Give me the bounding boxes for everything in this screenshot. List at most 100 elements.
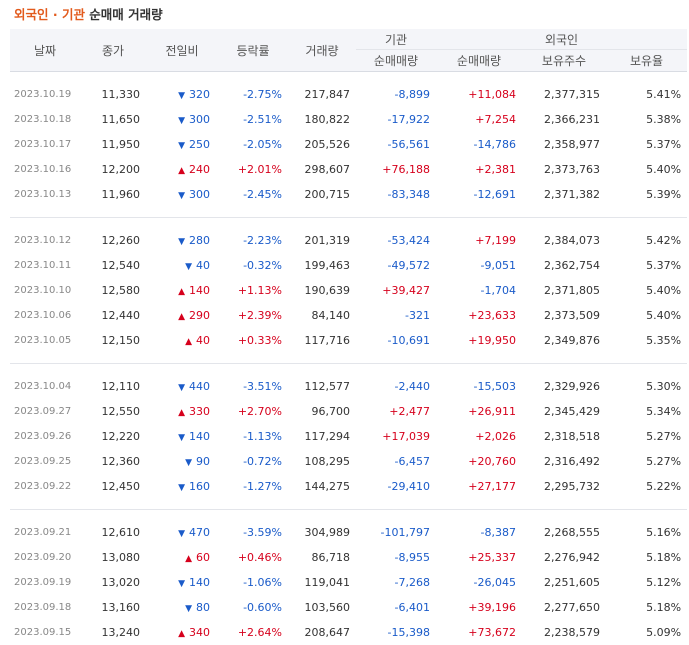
group-divider	[10, 353, 687, 364]
cell-date: 2023.10.19	[10, 82, 80, 107]
up-triangle-icon: ▲	[178, 312, 185, 322]
header-holding: 보유주수	[522, 50, 606, 72]
cell-price: 11,330	[80, 82, 146, 107]
cell-diff: ▼ 300	[146, 107, 218, 132]
cell-price: 12,580	[80, 278, 146, 303]
diff-value: 320	[189, 88, 210, 101]
cell-diff: ▲40	[146, 328, 218, 353]
cell-volume: 117,716	[288, 328, 356, 353]
spacer-cell	[10, 510, 687, 521]
cell-price: 11,950	[80, 132, 146, 157]
up-triangle-icon: ▲	[178, 408, 185, 418]
cell-date: 2023.10.17	[10, 132, 80, 157]
cell-inst-net: -49,572	[356, 253, 436, 278]
cell-date: 2023.09.21	[10, 520, 80, 545]
header-foreign: 외국인	[436, 29, 687, 50]
cell-diff: ▼80	[146, 595, 218, 620]
header-rate: 등락률	[218, 29, 288, 72]
header-inst-net: 순매매량	[356, 50, 436, 72]
cell-volume: 298,607	[288, 157, 356, 182]
cell-rate: -0.32%	[218, 253, 288, 278]
cell-diff: ▼140	[146, 570, 218, 595]
investor-trading-table: 날짜 종가 전일비 등락률 거래량 기관 외국인 순매매량 순매매량 보유주수 …	[10, 29, 687, 645]
diff-value: 90	[196, 455, 210, 468]
cell-ratio: 5.40%	[606, 278, 687, 303]
cell-price: 11,960	[80, 182, 146, 207]
down-triangle-icon: ▼	[178, 433, 185, 443]
header-volume: 거래량	[288, 29, 356, 72]
diff-value: 290	[189, 309, 210, 322]
down-triangle-icon: ▼	[185, 262, 192, 272]
down-triangle-icon: ▼	[178, 237, 185, 247]
cell-ratio: 5.22%	[606, 474, 687, 499]
spacer-cell	[10, 218, 687, 229]
cell-inst-net: +17,039	[356, 424, 436, 449]
cell-price: 12,550	[80, 399, 146, 424]
cell-diff: ▼ 40	[146, 253, 218, 278]
cell-rate: -1.27%	[218, 474, 288, 499]
cell-foreign-net: +19,950	[436, 328, 522, 353]
cell-holding: 2,277,650	[522, 595, 606, 620]
cell-diff: ▼470	[146, 520, 218, 545]
cell-ratio: 5.38%	[606, 107, 687, 132]
cell-volume: 205,526	[288, 132, 356, 157]
cell-rate: +1.13%	[218, 278, 288, 303]
down-triangle-icon: ▼	[178, 579, 185, 589]
diff-value: 280	[189, 234, 210, 247]
cell-date: 2023.09.22	[10, 474, 80, 499]
down-triangle-icon: ▼	[178, 141, 185, 151]
group-divider	[10, 207, 687, 218]
down-triangle-icon: ▼	[178, 91, 185, 101]
diff-value: 250	[189, 138, 210, 151]
cell-ratio: 5.35%	[606, 328, 687, 353]
cell-foreign-net: -8,387	[436, 520, 522, 545]
cell-diff: ▼300	[146, 182, 218, 207]
cell-diff: ▼ 90	[146, 449, 218, 474]
cell-date: 2023.09.20	[10, 545, 80, 570]
cell-inst-net: +39,427	[356, 278, 436, 303]
cell-foreign-net: +2,381	[436, 157, 522, 182]
cell-inst-net: -8,899	[356, 82, 436, 107]
cell-price: 12,610	[80, 520, 146, 545]
up-triangle-icon: ▲	[185, 337, 192, 347]
diff-value: 300	[189, 113, 210, 126]
cell-rate: +2.70%	[218, 399, 288, 424]
cell-price: 12,540	[80, 253, 146, 278]
cell-price: 12,150	[80, 328, 146, 353]
cell-rate: -0.72%	[218, 449, 288, 474]
header-ratio: 보유율	[606, 50, 687, 72]
cell-volume: 112,577	[288, 374, 356, 399]
cell-foreign-net: +7,199	[436, 228, 522, 253]
diff-value: 40	[196, 259, 210, 272]
cell-holding: 2,295,732	[522, 474, 606, 499]
cell-price: 13,020	[80, 570, 146, 595]
cell-price: 13,240	[80, 620, 146, 645]
down-triangle-icon: ▼	[178, 483, 185, 493]
diff-value: 60	[196, 551, 210, 564]
cell-price: 12,450	[80, 474, 146, 499]
cell-date: 2023.10.11	[10, 253, 80, 278]
down-triangle-icon: ▼	[185, 458, 192, 468]
down-triangle-icon: ▼	[178, 529, 185, 539]
diff-value: 80	[196, 601, 210, 614]
diff-value: 240	[189, 163, 210, 176]
cell-ratio: 5.37%	[606, 132, 687, 157]
cell-diff: ▲ 330	[146, 399, 218, 424]
cell-ratio: 5.27%	[606, 449, 687, 474]
section-title-rest: 순매매 거래량	[85, 7, 163, 22]
cell-inst-net: -7,268	[356, 570, 436, 595]
section-title-accent: 외국인 · 기관	[14, 7, 85, 22]
cell-price: 11,650	[80, 107, 146, 132]
cell-date: 2023.10.16	[10, 157, 80, 182]
cell-holding: 2,377,315	[522, 82, 606, 107]
down-triangle-icon: ▼	[178, 116, 185, 126]
diff-value: 330	[189, 405, 210, 418]
cell-holding: 2,371,382	[522, 182, 606, 207]
